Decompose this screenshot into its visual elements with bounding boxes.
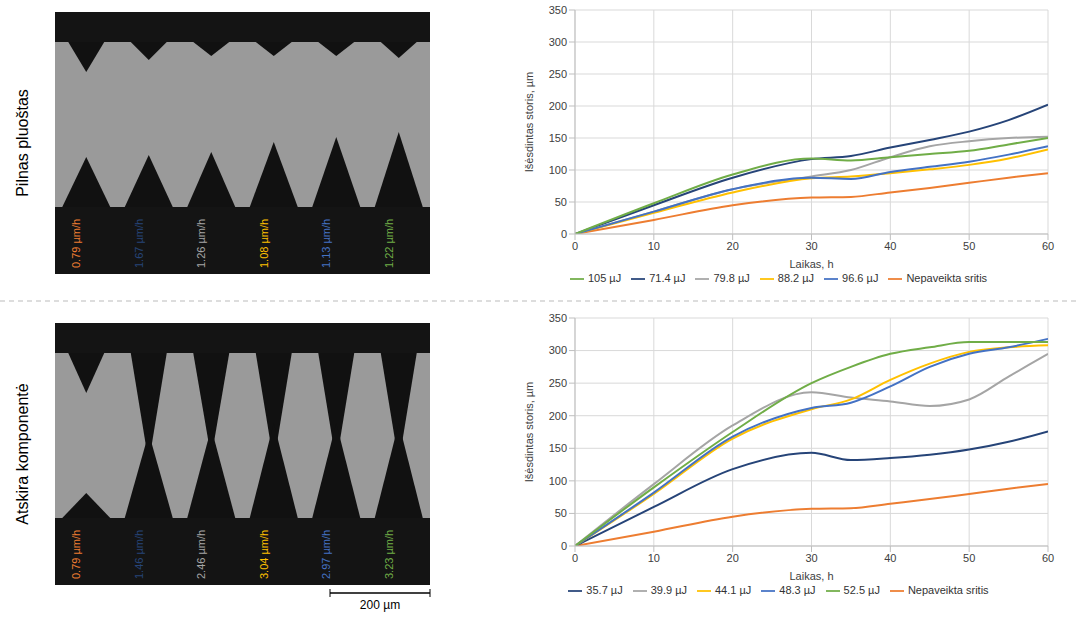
svg-text:0: 0 — [561, 228, 567, 240]
svg-text:20: 20 — [727, 552, 739, 564]
svg-text:250: 250 — [549, 377, 567, 389]
svg-text:100: 100 — [549, 164, 567, 176]
svg-text:150: 150 — [549, 132, 567, 144]
svg-text:30: 30 — [805, 240, 817, 252]
html-text:35.7 µJ: 35.7 µJ — [586, 584, 623, 596]
svg-text:1.08 µm/h: 1.08 µm/h — [258, 219, 270, 268]
html-text:88.2 µJ: 88.2 µJ — [777, 272, 815, 284]
svg-text:200: 200 — [549, 410, 567, 422]
svg-text:0: 0 — [572, 552, 578, 564]
html-text:Nepaveikta sritis: Nepaveikta sritis — [907, 584, 989, 596]
svg-text:Atskira komponentė: Atskira komponentė — [14, 383, 31, 525]
svg-text:Laikas, h: Laikas, h — [789, 258, 833, 270]
html-text:39.9 µJ: 39.9 µJ — [650, 584, 687, 596]
svg-text:40: 40 — [884, 552, 896, 564]
svg-text:350: 350 — [549, 312, 567, 324]
html-text:105 µJ: 105 µJ — [587, 272, 622, 284]
html-text:79.8 µJ: 79.8 µJ — [713, 272, 750, 284]
svg-text:0.79 µm/h: 0.79 µm/h — [70, 530, 82, 579]
svg-text:1.22 µm/h: 1.22 µm/h — [383, 219, 395, 268]
html-text:96.6 µJ: 96.6 µJ — [842, 272, 879, 284]
svg-text:300: 300 — [549, 36, 567, 48]
svg-text:350: 350 — [549, 4, 567, 16]
svg-text:300: 300 — [549, 344, 567, 356]
svg-text:200 µm: 200 µm — [360, 598, 400, 612]
svg-text:60: 60 — [1042, 240, 1054, 252]
svg-text:Išėsdintas storis, µm: Išėsdintas storis, µm — [523, 72, 535, 172]
svg-text:1.13 µm/h: 1.13 µm/h — [320, 219, 332, 268]
svg-text:50: 50 — [555, 507, 567, 519]
svg-text:30: 30 — [805, 552, 817, 564]
svg-text:200: 200 — [549, 100, 567, 112]
svg-text:10: 10 — [648, 552, 660, 564]
svg-text:50: 50 — [963, 240, 975, 252]
svg-text:1.26 µm/h: 1.26 µm/h — [195, 219, 207, 268]
svg-text:Laikas, h: Laikas, h — [789, 570, 833, 582]
svg-text:250: 250 — [549, 68, 567, 80]
svg-text:60: 60 — [1042, 552, 1054, 564]
svg-text:0: 0 — [561, 540, 567, 552]
svg-text:1.46 µm/h: 1.46 µm/h — [133, 530, 145, 579]
html-text:Nepaveikta sritis: Nepaveikta sritis — [906, 272, 988, 284]
svg-text:2.46 µm/h: 2.46 µm/h — [195, 530, 207, 579]
svg-text:3.04 µm/h: 3.04 µm/h — [258, 530, 270, 579]
html-text:52.5 µJ: 52.5 µJ — [843, 584, 880, 596]
html-text:44.1 µJ: 44.1 µJ — [715, 584, 752, 596]
svg-text:Pilnas pluoštas: Pilnas pluoštas — [14, 89, 31, 197]
svg-text:0.79 µm/h: 0.79 µm/h — [70, 219, 82, 268]
svg-text:40: 40 — [884, 240, 896, 252]
html-text:71.4 µJ: 71.4 µJ — [649, 272, 686, 284]
svg-text:10: 10 — [648, 240, 660, 252]
svg-text:20: 20 — [727, 240, 739, 252]
svg-text:50: 50 — [963, 552, 975, 564]
svg-text:2.97 µm/h: 2.97 µm/h — [320, 530, 332, 579]
svg-text:0: 0 — [572, 240, 578, 252]
svg-text:150: 150 — [549, 442, 567, 454]
svg-text:Išėsdintas storis, µm: Išėsdintas storis, µm — [523, 382, 535, 482]
svg-text:1.67 µm/h: 1.67 µm/h — [133, 219, 145, 268]
svg-text:50: 50 — [555, 196, 567, 208]
svg-text:3.23 µm/h: 3.23 µm/h — [383, 530, 395, 579]
svg-text:100: 100 — [549, 475, 567, 487]
html-text:48.3 µJ: 48.3 µJ — [779, 584, 816, 596]
